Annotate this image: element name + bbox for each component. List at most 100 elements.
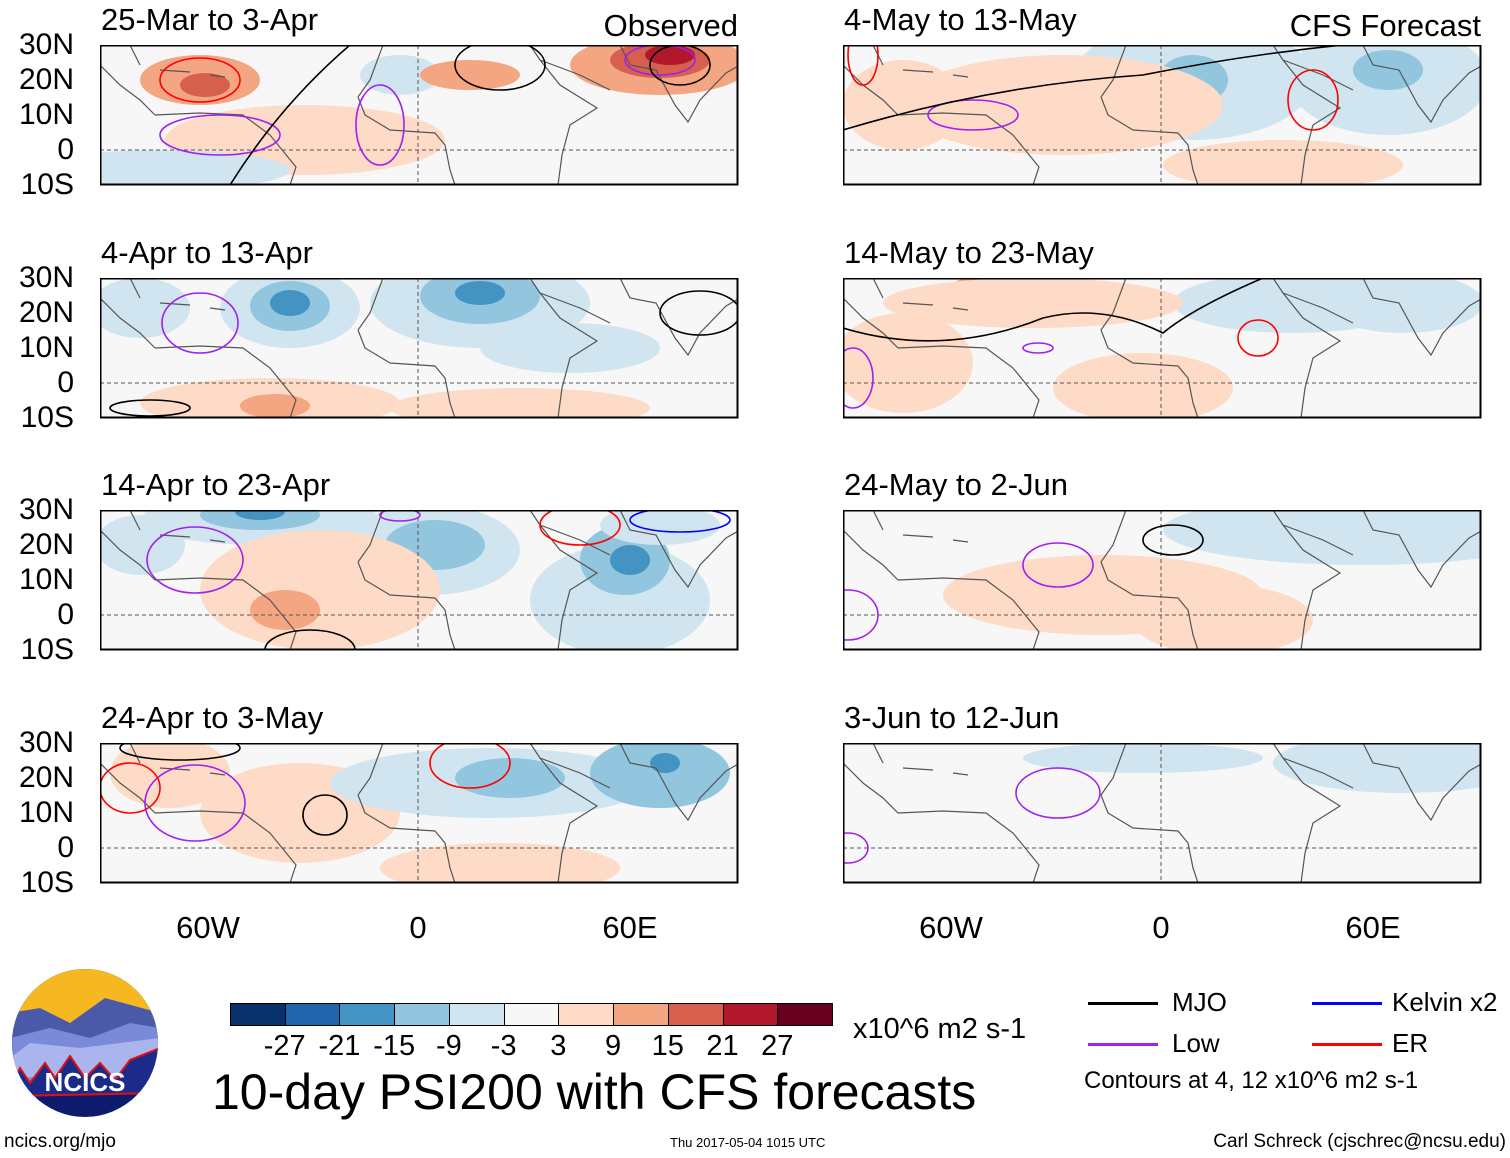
- anomaly-region: [390, 388, 650, 418]
- anomaly-region: [250, 590, 320, 630]
- lat-tick: 10N: [18, 563, 74, 596]
- lon-tick-60w: 60W: [919, 910, 983, 945]
- coastline: [843, 510, 1481, 650]
- panel-frame: [100, 743, 739, 884]
- panel-title: 4-Apr to 13-Apr: [101, 235, 313, 270]
- anomaly-region: [1163, 510, 1481, 565]
- contour: [1142, 524, 1204, 556]
- ncics-logo: NCICS: [10, 968, 160, 1118]
- colorbar-swatch: [558, 1003, 615, 1026]
- contour: [302, 794, 348, 836]
- anomaly-region: [180, 73, 230, 97]
- lat-tick: 0: [57, 831, 74, 864]
- figure-title: 10-day PSI200 with CFS forecasts: [212, 1064, 977, 1120]
- lat-tick: 10S: [20, 866, 74, 899]
- lon-tick-0: 0: [409, 910, 427, 945]
- contour: [927, 99, 1019, 131]
- anomaly-region: [270, 290, 310, 316]
- map-panel: [100, 278, 739, 419]
- contour: [1015, 767, 1101, 819]
- mjo-contour: [843, 278, 1264, 342]
- contour: [161, 292, 239, 354]
- contour: [100, 762, 161, 814]
- lat-tick: 30N: [18, 28, 74, 61]
- contour: [144, 764, 246, 842]
- anomaly-region: [645, 45, 695, 65]
- colorbar-swatch: [722, 1003, 779, 1026]
- colorbar-swatch: [394, 1003, 450, 1026]
- colorbar-units: x10^6 m2 s-1: [853, 1013, 1027, 1045]
- contour: [843, 347, 874, 409]
- lat-tick: 0: [57, 366, 74, 399]
- contour: [847, 45, 879, 86]
- anomaly-region: [883, 278, 1183, 328]
- lon-tick-0: 0: [1152, 910, 1170, 945]
- map-panel: [100, 743, 739, 884]
- panel-title: 25-Mar to 3-Apr: [101, 2, 319, 37]
- colorbar-label: -15: [373, 1030, 416, 1062]
- contour: [119, 743, 241, 761]
- panel-frame: [843, 743, 1482, 884]
- lat-tick: 20N: [18, 63, 74, 96]
- anomaly-region: [240, 394, 310, 418]
- colorbar-swatch: [230, 1003, 286, 1026]
- panel-frame: [100, 278, 739, 419]
- contour: [264, 629, 356, 650]
- colorbar-label: 27: [761, 1030, 794, 1062]
- anomaly-region: [380, 843, 620, 883]
- panel-frame: [843, 278, 1482, 419]
- anomaly-region: [1163, 140, 1403, 185]
- lat-tick: 30N: [18, 493, 74, 526]
- lat-tick: 10S: [20, 168, 74, 201]
- lat-tick: 10N: [18, 98, 74, 131]
- contour: [454, 45, 546, 91]
- coastline: [100, 743, 738, 883]
- legend-label-mjo: MJO: [1172, 987, 1227, 1017]
- map-panel: [100, 510, 739, 651]
- lat-tick: 20N: [18, 761, 74, 794]
- coastline: [100, 510, 738, 650]
- panel-title: 24-Apr to 3-May: [101, 700, 324, 735]
- contour: [629, 510, 731, 533]
- logo-text: NCICS: [45, 1067, 126, 1097]
- lat-tick: 10S: [20, 401, 74, 434]
- anomaly-region: [843, 313, 973, 413]
- lat-tick: 10S: [20, 633, 74, 666]
- lat-tick: 20N: [18, 296, 74, 329]
- panel-label: Observed: [603, 8, 738, 43]
- contour: [109, 399, 191, 417]
- lat-tick: 30N: [18, 726, 74, 759]
- map-panel: [843, 278, 1482, 419]
- anomaly-region: [843, 60, 963, 150]
- anomaly-region: [1023, 743, 1263, 773]
- lat-tick: 30N: [18, 261, 74, 294]
- footer-timestamp: Thu 2017-05-04 1015 UTC: [670, 1135, 826, 1150]
- map-panel: [843, 743, 1482, 884]
- anomaly-region: [100, 515, 185, 575]
- colorbar-label: -27: [263, 1030, 306, 1062]
- anomaly-region: [235, 510, 285, 520]
- footer-url[interactable]: ncics.org/mjo: [4, 1131, 116, 1152]
- anomaly-region: [455, 281, 505, 305]
- colorbar-label: -3: [490, 1030, 517, 1062]
- anomaly-region: [1353, 50, 1423, 90]
- colorbar-swatch: [667, 1003, 724, 1026]
- colorbar-swatch: [503, 1003, 560, 1026]
- contour: [659, 290, 738, 336]
- contour: [379, 510, 421, 522]
- colorbar-swatch: [284, 1003, 341, 1026]
- colorbar-swatch: [613, 1003, 669, 1026]
- contour: [539, 510, 621, 546]
- legend-swatch-low: [1088, 1043, 1158, 1046]
- contour: [1287, 69, 1339, 131]
- colorbar-label: 21: [706, 1030, 739, 1062]
- anomaly-region: [1273, 743, 1481, 793]
- panel-label: CFS Forecast: [1289, 8, 1481, 43]
- colorbar-label: -21: [318, 1030, 361, 1062]
- coastline: [100, 278, 738, 418]
- anomaly-region: [650, 753, 680, 773]
- anomaly-region: [1133, 585, 1313, 650]
- coastline: [843, 743, 1481, 883]
- legend-label-kelvin: Kelvin x2: [1392, 987, 1498, 1017]
